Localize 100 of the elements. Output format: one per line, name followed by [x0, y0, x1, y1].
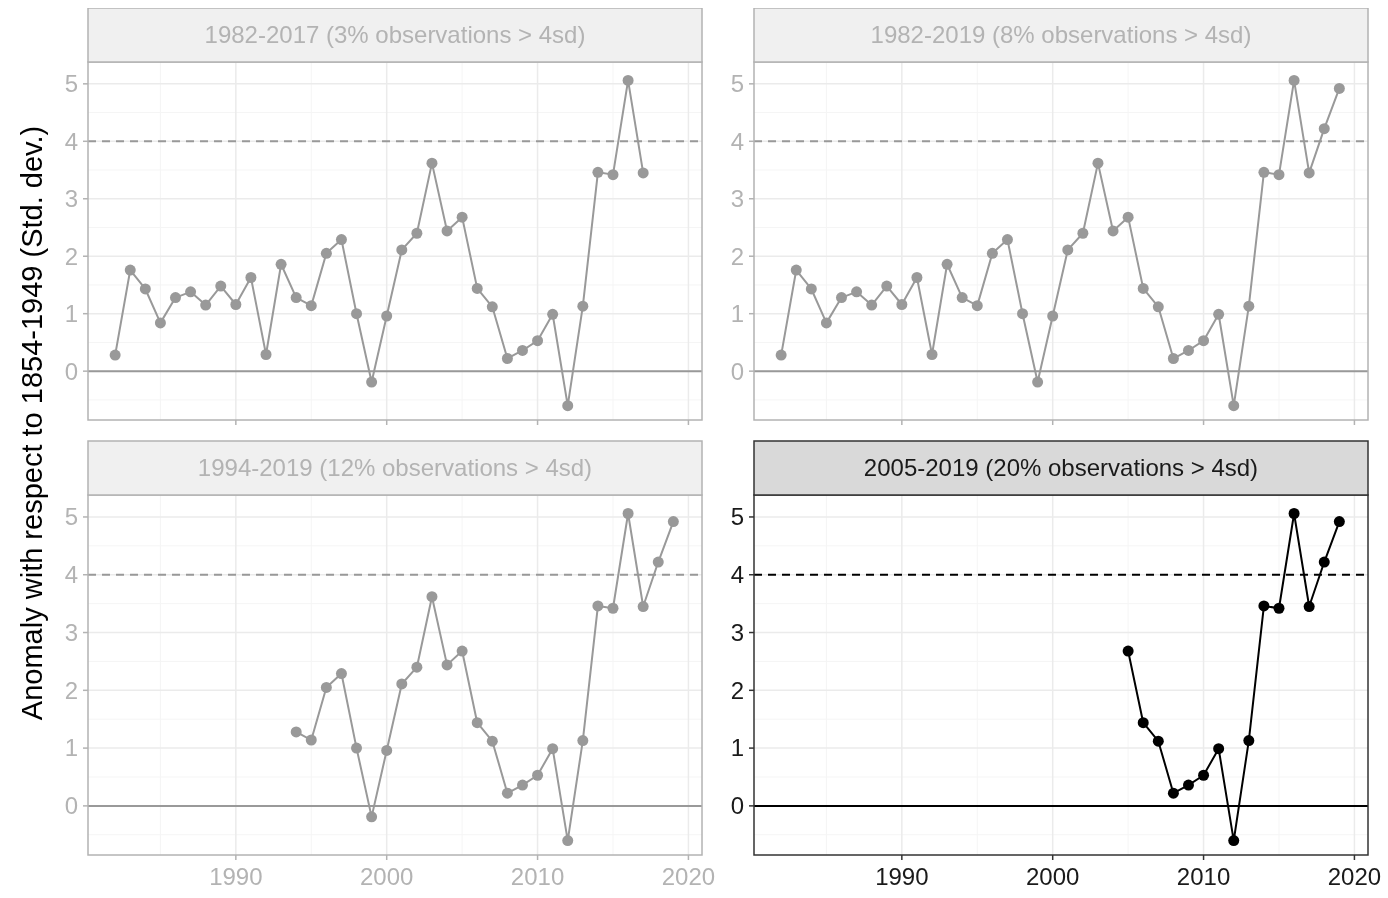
point — [637, 167, 649, 179]
point — [622, 74, 634, 86]
point — [139, 283, 151, 295]
point — [456, 645, 468, 657]
x-tick-label: 1990 — [209, 863, 263, 890]
y-tick-label: 5 — [64, 70, 78, 98]
y-tick-label: 0 — [730, 792, 744, 820]
point — [562, 835, 574, 847]
point — [109, 349, 121, 361]
point — [607, 602, 619, 614]
point — [1228, 835, 1240, 847]
point — [471, 717, 483, 729]
y-tick-label: 1 — [64, 300, 78, 328]
y-tick-label: 0 — [64, 792, 78, 820]
point — [1333, 82, 1345, 94]
point — [351, 742, 363, 754]
point — [351, 308, 363, 320]
point — [1062, 244, 1074, 256]
point — [275, 258, 287, 270]
point — [1273, 169, 1285, 181]
point — [532, 769, 544, 781]
point — [290, 726, 302, 738]
point — [1213, 743, 1225, 755]
chart-title: 1994-2019 (12% observations > 4sd) — [197, 454, 593, 482]
point — [1032, 376, 1044, 388]
y-tick-label: 2 — [730, 676, 744, 704]
point — [320, 681, 332, 693]
point — [426, 591, 438, 603]
point — [305, 300, 317, 312]
point — [1152, 735, 1164, 747]
y-tick-label: 1 — [730, 734, 744, 762]
point — [1303, 167, 1315, 179]
point — [1077, 227, 1089, 239]
point — [1017, 308, 1029, 320]
point — [335, 234, 347, 246]
y-tick-label: 5 — [64, 503, 78, 531]
point — [1167, 787, 1179, 799]
point — [592, 600, 604, 612]
point — [1258, 600, 1270, 612]
point — [1107, 225, 1119, 237]
y-tick-label: 3 — [64, 185, 78, 213]
point — [547, 743, 559, 755]
point — [851, 286, 863, 298]
point — [486, 735, 498, 747]
point — [1182, 779, 1194, 791]
point — [290, 292, 302, 304]
point — [1122, 211, 1134, 223]
point — [881, 280, 893, 292]
point — [1137, 717, 1149, 729]
y-tick-label: 2 — [64, 242, 78, 270]
point — [622, 507, 634, 519]
point — [592, 166, 604, 178]
point — [1273, 602, 1285, 614]
point — [805, 283, 817, 295]
point — [426, 157, 438, 169]
point — [486, 301, 498, 313]
point — [1182, 344, 1194, 356]
point — [562, 400, 574, 412]
y-tick-label: 0 — [64, 357, 78, 385]
y-tick-label: 4 — [64, 127, 78, 155]
point — [396, 244, 408, 256]
point — [1167, 353, 1179, 365]
point — [547, 308, 559, 320]
point — [411, 227, 423, 239]
y-tick-label: 4 — [730, 561, 744, 589]
y-tick-label: 3 — [64, 618, 78, 646]
x-tick-label: 1990 — [875, 863, 929, 890]
point — [941, 258, 953, 270]
point — [667, 516, 679, 528]
point — [185, 286, 197, 298]
point — [1228, 400, 1240, 412]
point — [471, 282, 483, 294]
point — [1318, 123, 1330, 135]
point — [516, 779, 528, 791]
point — [200, 299, 212, 311]
point — [1213, 308, 1225, 320]
point — [501, 787, 513, 799]
point — [836, 292, 847, 304]
x-tick-label: 2000 — [1026, 863, 1080, 890]
point — [154, 317, 166, 329]
y-tick-label: 1 — [64, 734, 78, 762]
chart-title: 2005-2019 (20% observations > 4sd) — [863, 454, 1259, 482]
x-tick-label: 2020 — [1327, 863, 1382, 890]
point — [956, 292, 968, 304]
point — [911, 271, 923, 283]
x-tick-label: 2010 — [510, 863, 565, 890]
point — [1092, 157, 1104, 169]
point — [1243, 300, 1255, 312]
point — [381, 744, 393, 756]
point — [866, 299, 878, 311]
point — [215, 280, 227, 292]
chart-title: 1982-2019 (8% observations > 4sd) — [870, 21, 1252, 49]
y-tick-label: 0 — [730, 357, 744, 385]
y-tick-label: 4 — [730, 127, 744, 155]
y-tick-label: 2 — [64, 676, 78, 704]
point — [971, 300, 983, 312]
y-tick-label: 3 — [730, 618, 744, 646]
point — [230, 299, 242, 310]
point — [1288, 507, 1300, 519]
point — [260, 348, 272, 360]
